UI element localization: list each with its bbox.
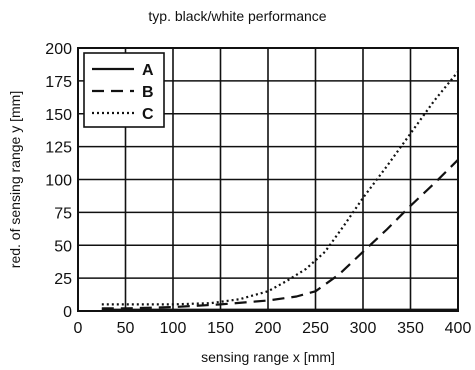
legend-label-b: B	[142, 84, 154, 101]
x-axis-label: sensing range x [mm]	[201, 349, 335, 365]
y-tick-label: 0	[63, 304, 72, 321]
x-tick-label: 300	[350, 320, 377, 337]
y-tick-label: 125	[45, 140, 72, 157]
y-axis-label: red. of sensing range y [mm]	[7, 91, 23, 268]
tick-labels: 0 50 100 150 200 250 300 350 400 0 25 50 75 100 125 150…	[45, 41, 471, 337]
legend-label-a: A	[142, 62, 154, 79]
y-tick-label: 200	[45, 41, 72, 58]
x-tick-label: 250	[302, 320, 329, 337]
x-tick-label: 400	[445, 320, 472, 337]
chart-title: typ. black/white performance	[148, 8, 327, 24]
series-line-c	[101, 71, 459, 306]
x-tick-label: 100	[160, 320, 187, 337]
legend-label-c: C	[142, 106, 154, 123]
x-tick-label: 50	[117, 320, 135, 337]
series-layer	[101, 71, 459, 311]
x-tick-label: 200	[255, 320, 282, 337]
y-tick-label: 175	[45, 74, 72, 91]
x-tick-label: 150	[207, 320, 234, 337]
y-tick-label: 25	[54, 271, 72, 288]
series-line-b	[101, 159, 459, 310]
x-tick-label: 350	[397, 320, 424, 337]
y-tick-label: 100	[45, 173, 72, 190]
y-tick-label: 50	[54, 238, 72, 255]
x-tick-label: 0	[74, 320, 83, 337]
plot-frame	[77, 47, 459, 312]
y-tick-label: 75	[54, 205, 72, 222]
y-tick-label: 150	[45, 107, 72, 124]
legend: ABC	[83, 52, 165, 128]
